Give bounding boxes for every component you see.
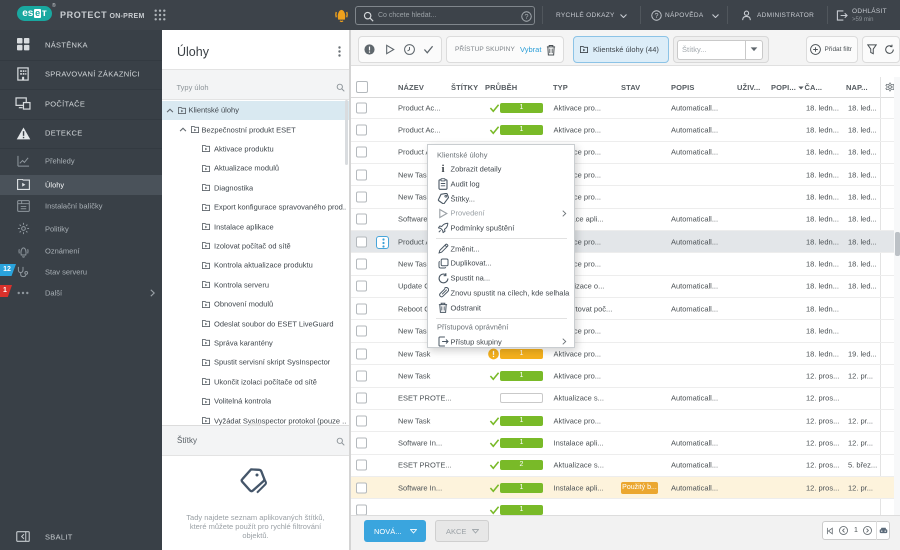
svg-text:?: ? — [655, 10, 659, 19]
svg-text:?: ? — [525, 11, 529, 20]
